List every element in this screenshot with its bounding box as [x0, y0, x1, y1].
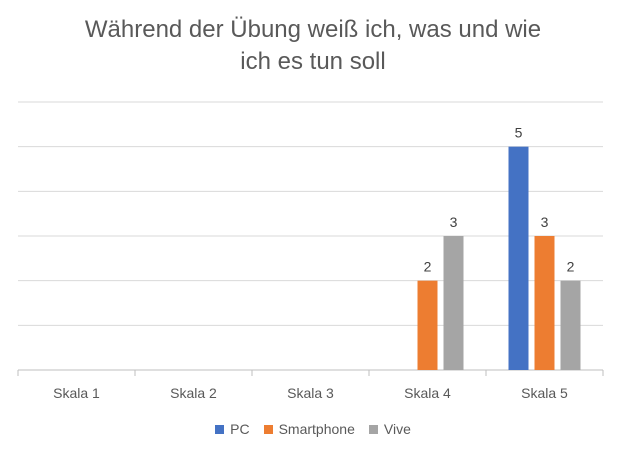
- chart-title: Während der Übung weiß ich, was und wie …: [0, 14, 626, 78]
- legend-item-smartphone: Smartphone: [263, 421, 355, 437]
- legend-swatch-vive: [368, 424, 378, 434]
- x-tick-label: Skala 3: [287, 385, 334, 401]
- bar: [508, 146, 529, 370]
- legend: PC Smartphone Vive: [0, 421, 626, 437]
- x-tick-label: Skala 5: [521, 385, 568, 401]
- legend-swatch-smartphone: [263, 424, 273, 434]
- bar: [443, 236, 464, 370]
- legend-label-pc: PC: [230, 421, 250, 437]
- x-tick-label: Skala 4: [404, 385, 451, 401]
- data-label: 2: [567, 259, 575, 275]
- bar: [534, 236, 555, 370]
- legend-label-smartphone: Smartphone: [278, 421, 355, 437]
- x-tick-label: Skala 2: [170, 385, 217, 401]
- x-tick-label: Skala 1: [53, 385, 100, 401]
- chart-title-line-1: Während der Übung weiß ich, was und wie: [84, 16, 542, 43]
- data-label: 3: [450, 214, 458, 230]
- legend-label-vive: Vive: [383, 421, 411, 437]
- legend-item-vive: Vive: [368, 421, 411, 437]
- data-label: 5: [515, 125, 523, 141]
- chart-title-line-2: ich es tun soll: [240, 48, 386, 75]
- legend-swatch-pc: [215, 424, 225, 434]
- data-label: 2: [424, 259, 432, 275]
- bar: [417, 280, 438, 370]
- data-label: 3: [541, 214, 549, 230]
- bar: [560, 280, 581, 370]
- legend-item-pc: PC: [215, 421, 250, 437]
